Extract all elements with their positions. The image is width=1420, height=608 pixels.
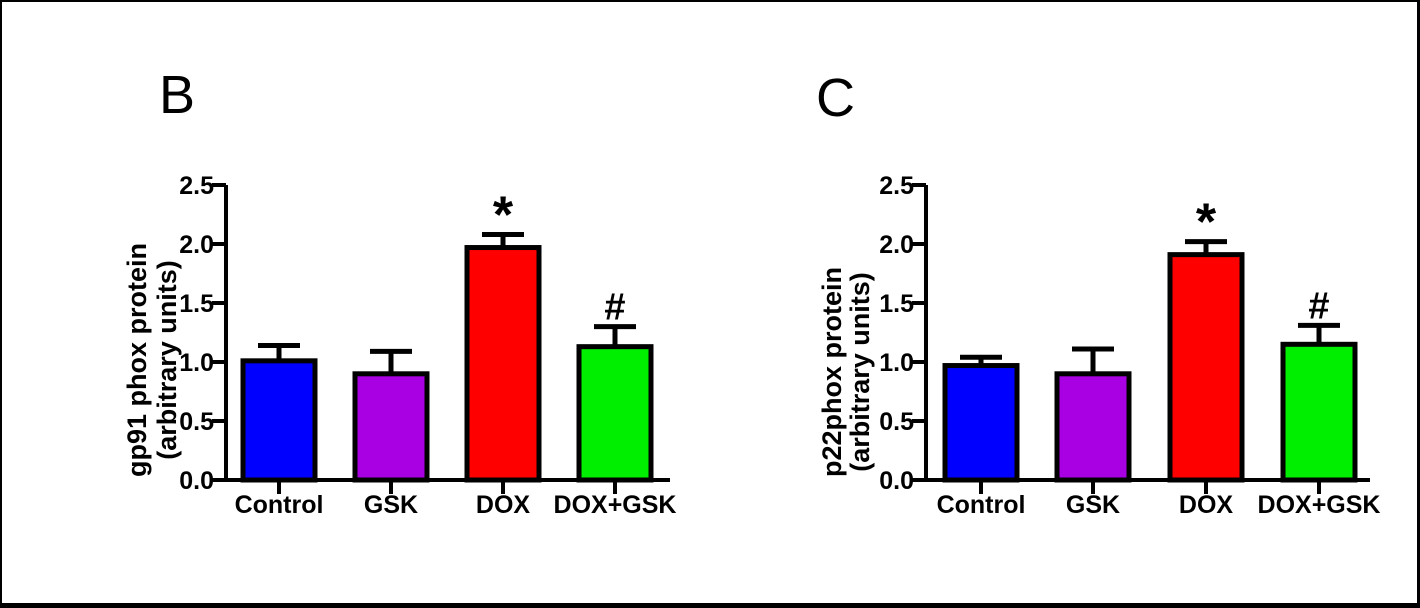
panel-B-x-label-GSK: GSK [364,491,418,519]
panel-C-significance-star: * [1196,194,1217,252]
panel-B-x-label-DOX: DOX [476,491,531,519]
panel-C-x-label-DOX+GSK: DOX+GSK [1258,491,1381,519]
panel-B-y-tick-label-2.5: 2.5 [179,172,214,200]
panel-C-y-tick-label-1.0: 1.0 [879,349,914,377]
panel-C-y-tick-label-0.5: 0.5 [879,408,914,436]
panel-B-bar-DOX+GSK [576,344,654,483]
panel-C-bar-GSK [1054,371,1132,483]
panel-C-y-tick-label-1.5: 1.5 [879,290,914,318]
panel-C-y-axis-title-line2: (arbitrary units) [845,272,875,472]
panel-B-bar-Control [240,358,318,483]
panel-C-y-axis-title-line1: p22phox protein [817,267,847,477]
panel-B-y-tick-label-1.5: 1.5 [179,290,214,318]
panel-B-significance-star: * [493,187,514,245]
panel-B-x-label-Control: Control [235,491,324,519]
panel-C-bar-DOX [1167,252,1245,483]
panel-C-bar-DOX+GSK [1280,341,1358,483]
panel-B-y-tick-label-0.0: 0.0 [179,467,214,495]
panel-C-y-tick-label-2.0: 2.0 [879,231,914,259]
panel-label-C: C [816,68,855,128]
panel-label-B: B [159,65,195,125]
panel-B-y-tick-label-0.5: 0.5 [179,408,214,436]
panel-B-x-label-DOX+GSK: DOX+GSK [554,491,677,519]
panel-B-y-axis-title-line2: (arbitrary units) [152,260,182,460]
panel-B-y-axis-title-line1: gp91 phox protein [122,243,152,477]
panel-C-bar-Control [942,363,1020,483]
panel-C-x-label-Control: Control [937,491,1026,519]
panel-B-y-tick-label-1.0: 1.0 [179,349,214,377]
panel-B-bar-DOX [464,245,542,483]
panel-C-y-tick-label-0.0: 0.0 [879,467,914,495]
panel-C-significance-hash: # [1308,285,1329,327]
panel-B-bar-GSK [352,371,430,483]
panel-C-y-tick-label-2.5: 2.5 [879,172,914,200]
panel-C-x-label-DOX: DOX [1179,491,1234,519]
panel-B-significance-hash: # [604,287,625,329]
panel-B-y-tick-label-2.0: 2.0 [179,231,214,259]
panel-C-x-label-GSK: GSK [1066,491,1120,519]
